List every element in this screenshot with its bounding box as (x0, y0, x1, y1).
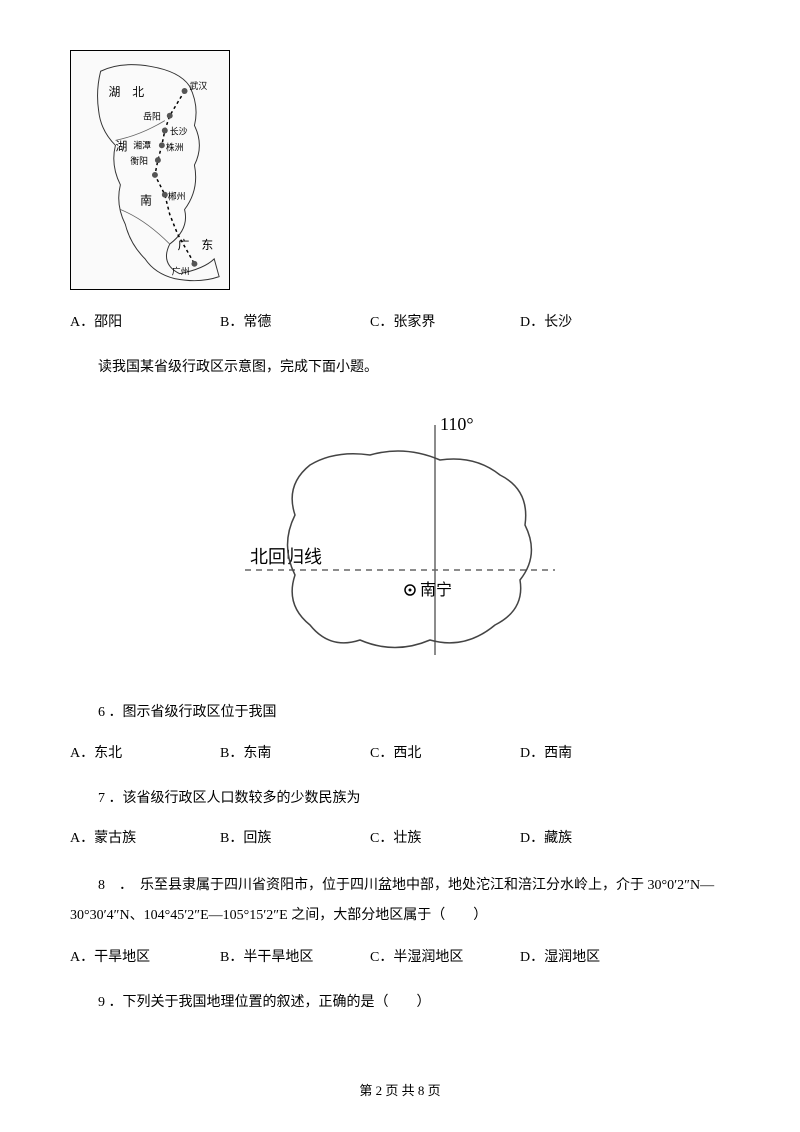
q8-options: A．干旱地区 B．半干旱地区 C．半湿润地区 D．湿润地区 (70, 945, 730, 970)
q6-opt-c: C．西北 (370, 741, 520, 766)
label-hengyang: 衡阳 (130, 155, 148, 166)
label-hubei: 湖 北 (109, 85, 145, 99)
q8-opt-d: D．湿润地区 (520, 945, 670, 970)
intro-text-2: 读我国某省级行政区示意图，完成下面小题。 (70, 355, 730, 380)
q6-opt-d: D．西南 (520, 741, 670, 766)
label-nan: 南 (140, 194, 152, 208)
q6-opt-a: A．东北 (70, 741, 220, 766)
q7-stem: 7 ．该省级行政区人口数较多的少数民族为 (70, 786, 730, 811)
label-chenzhou: 郴州 (168, 191, 186, 202)
q5-opt-b: B．常德 (220, 310, 370, 335)
label-hunan: 湖 (115, 139, 127, 153)
q6-options: A．东北 B．东南 C．西北 D．西南 (70, 741, 730, 766)
q5-opt-c: C．张家界 (370, 310, 520, 335)
q9-stem: 9 ．下列关于我国地理位置的叙述，正确的是（ ） (70, 990, 730, 1015)
q5-opt-d: D．长沙 (520, 310, 670, 335)
q5-options: A．邵阳 B．常德 C．张家界 D．长沙 (70, 310, 730, 335)
q7-opt-b: B．回族 (220, 826, 370, 851)
guangxi-map: 110° 北回归线 南宁 (240, 405, 560, 675)
label-guangdong: 广 东 (178, 238, 214, 252)
q8-opt-b: B．半干旱地区 (220, 945, 370, 970)
label-wuhan: 武汉 (190, 80, 208, 91)
q6-stem: 6 ．图示省级行政区位于我国 (70, 700, 730, 725)
q8-opt-a: A．干旱地区 (70, 945, 220, 970)
map2-tropic-label: 北回归线 (250, 547, 322, 567)
label-zhuzhou: 株洲 (166, 141, 184, 152)
map2-svg: 110° 北回归线 南宁 (240, 405, 560, 675)
guangxi-map-wrap: 110° 北回归线 南宁 (70, 405, 730, 675)
q8-stem: 8 ． 乐至县隶属于四川省资阳市，位于四川盆地中部，地处沱江和涪江分水岭上，介于… (70, 871, 730, 930)
q6-opt-b: B．东南 (220, 741, 370, 766)
q7-options: A．蒙古族 B．回族 C．壮族 D．藏族 (70, 826, 730, 851)
q7-opt-d: D．藏族 (520, 826, 670, 851)
q7-opt-c: C．壮族 (370, 826, 520, 851)
label-xiangtan: 湘潭 (133, 139, 151, 150)
map2-nanning-label: 南宁 (420, 581, 452, 599)
hunan-railway-map: 湖 北 武汉 湖 岳阳 长沙 湘潭 株洲 衡阳 郴州 南 广 东 广州 (70, 50, 230, 290)
q8-opt-c: C．半湿润地区 (370, 945, 520, 970)
map1-svg: 湖 北 武汉 湖 岳阳 长沙 湘潭 株洲 衡阳 郴州 南 广 东 广州 (71, 51, 229, 289)
map2-lon-label: 110° (440, 414, 474, 434)
q5-opt-a: A．邵阳 (70, 310, 220, 335)
q7-opt-a: A．蒙古族 (70, 826, 220, 851)
label-changsha: 长沙 (170, 125, 188, 136)
label-guangzhou: 广州 (172, 266, 190, 277)
page-footer: 第 2 页 共 8 页 (0, 1079, 800, 1102)
label-yueyang: 岳阳 (143, 111, 161, 122)
